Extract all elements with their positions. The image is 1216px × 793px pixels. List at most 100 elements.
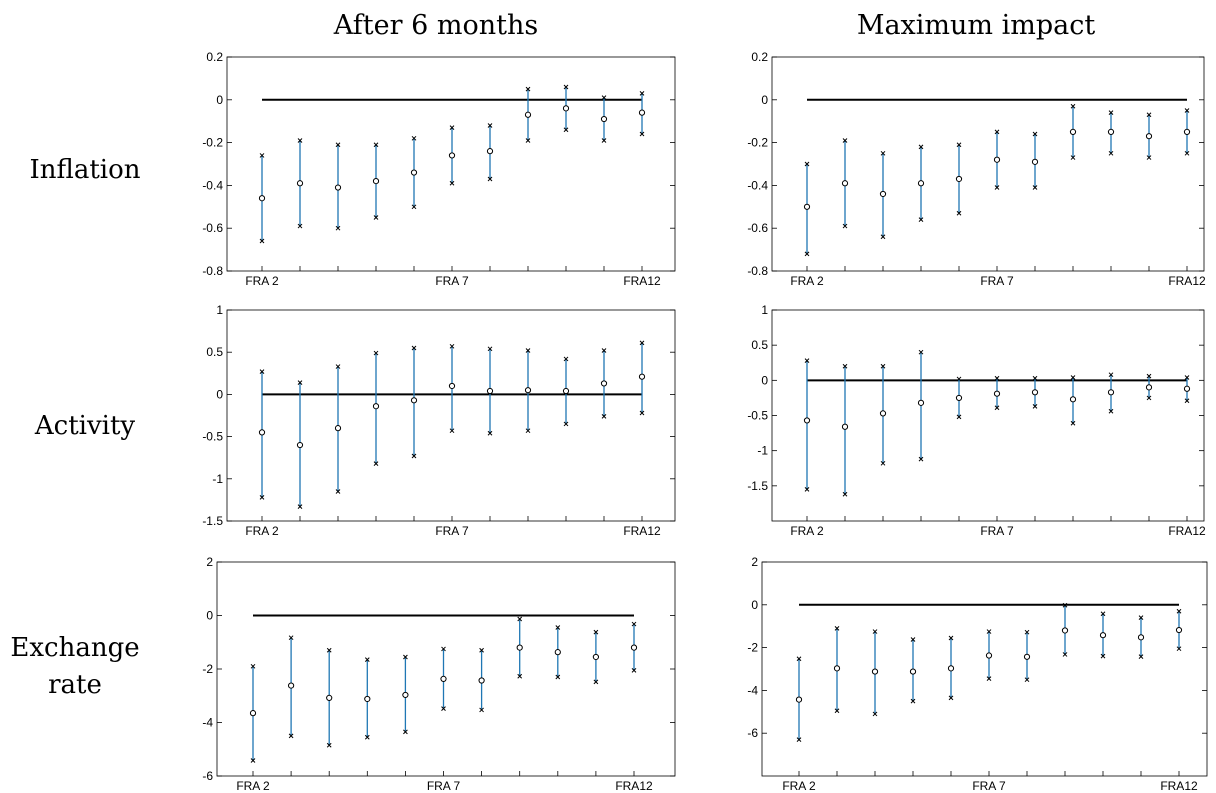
upper-bound-marker <box>639 340 645 346</box>
upper-bound-marker <box>910 637 916 642</box>
point-estimate <box>524 111 532 118</box>
panel-inflation-after-6-months: -0.8 -0.6 -0.4 -0.2 0 0.2 FRA 2 FRA 7 FRA12 <box>202 50 676 288</box>
panel-exchange-rate-after-6-months: -6 -4 -2 0 2 FRA 2 FRA 7 FRA12 <box>202 555 676 793</box>
lower-bound-marker <box>918 456 924 462</box>
upper-bound-marker <box>601 348 607 353</box>
y-tick-label: 0 <box>761 93 768 107</box>
upper-bound-marker <box>1032 375 1038 381</box>
lower-bound-marker <box>880 460 886 466</box>
upper-bound-marker <box>796 656 802 662</box>
y-tick-label: -2 <box>202 662 213 676</box>
x-tick-label: FRA 7 <box>435 524 469 538</box>
lower-bound-marker <box>1108 408 1114 414</box>
lower-bound-marker <box>948 695 954 701</box>
point-estimate <box>917 180 925 187</box>
upper-bound-marker <box>259 153 265 158</box>
point-estimate <box>592 653 600 661</box>
x-tick-label: FRA 7 <box>980 274 1014 288</box>
plot-frame <box>226 56 676 272</box>
lower-bound-marker <box>525 428 531 434</box>
upper-bound-marker <box>297 380 303 385</box>
lower-bound-marker <box>631 667 637 673</box>
point-estimate <box>638 373 646 380</box>
point-estimate <box>372 403 380 410</box>
point-estimate <box>841 423 849 430</box>
lower-bound-marker <box>796 737 802 742</box>
lower-bound-marker <box>411 204 417 210</box>
upper-bound-marker <box>1070 103 1076 109</box>
lower-bound-marker <box>517 673 523 679</box>
lower-bound-marker <box>563 127 569 133</box>
y-tick-label: 0 <box>761 373 768 387</box>
upper-bound-marker <box>326 647 332 653</box>
upper-bound-marker <box>364 657 370 662</box>
lower-bound-marker <box>1108 150 1114 156</box>
lower-bound-marker <box>639 131 645 137</box>
point-estimate <box>554 649 561 656</box>
panel-inflation-maximum-impact: -0.8 -0.6 -0.4 -0.2 0 0.2 FRA 2 FRA 7 FRA12 <box>747 50 1206 288</box>
lower-bound-marker <box>639 410 645 416</box>
y-tick-label: 0.2 <box>206 50 223 64</box>
point-estimate <box>1145 384 1153 391</box>
point-estimate <box>638 109 646 116</box>
point-estimate <box>1099 632 1107 639</box>
point-estimate <box>1107 128 1115 135</box>
point-estimate <box>1031 158 1039 165</box>
column-title-maximum-impact: Maximum impact <box>856 10 1096 41</box>
x-tick-label: FRA 7 <box>972 779 1006 793</box>
point-estimate <box>516 644 523 651</box>
upper-bound-marker <box>487 346 493 352</box>
y-tick-label: 0 <box>216 93 223 107</box>
upper-bound-marker <box>1176 608 1182 614</box>
upper-bound-marker <box>804 358 810 363</box>
point-estimate <box>448 382 456 390</box>
y-tick-label: 0 <box>206 609 213 623</box>
y-tick-label: -6 <box>202 769 213 783</box>
x-tick-label: FRA 2 <box>782 779 816 793</box>
lower-bound-marker <box>449 180 455 186</box>
x-tick-label: FRA12 <box>615 779 653 793</box>
lower-bound-marker <box>910 698 916 704</box>
lower-bound-marker <box>373 215 379 220</box>
point-estimate <box>985 652 993 659</box>
x-tick-label: FRA 2 <box>245 524 279 538</box>
lower-bound-marker <box>1062 652 1068 657</box>
lower-bound-marker <box>872 711 878 717</box>
upper-bound-marker <box>1146 373 1152 379</box>
column-title-after-6-months: After 6 months <box>333 10 539 41</box>
upper-bound-marker <box>1024 629 1030 635</box>
upper-bound-marker <box>1146 112 1152 118</box>
upper-bound-marker <box>335 364 341 369</box>
upper-bound-marker <box>1184 375 1190 380</box>
row-title-inflation: Inflation <box>29 155 141 185</box>
y-tick-label: 0.5 <box>751 338 768 352</box>
upper-bound-marker <box>842 363 848 369</box>
y-tick-label: -0.5 <box>202 430 223 444</box>
upper-bound-marker <box>872 629 878 634</box>
lower-bound-marker <box>994 185 1000 190</box>
lower-bound-marker <box>525 138 531 143</box>
upper-bound-marker <box>880 150 886 156</box>
upper-bound-marker <box>1138 615 1144 620</box>
lower-bound-marker <box>842 223 848 229</box>
lower-bound-marker <box>593 679 599 685</box>
upper-bound-marker <box>1108 372 1114 378</box>
lower-bound-marker <box>956 210 962 216</box>
lower-bound-marker <box>601 413 607 419</box>
lower-bound-marker <box>297 504 303 510</box>
lower-bound-marker <box>1176 646 1182 652</box>
lower-bound-marker <box>804 486 810 492</box>
lower-bound-marker <box>487 176 493 182</box>
upper-bound-marker <box>525 348 531 353</box>
point-estimate <box>803 417 811 424</box>
lower-bound-marker <box>1184 398 1190 404</box>
x-tick-label: FRA12 <box>1168 274 1206 288</box>
x-tick-label: FRA12 <box>1168 524 1206 538</box>
lower-bound-marker <box>449 428 455 434</box>
upper-bound-marker <box>880 363 886 369</box>
point-estimate <box>410 397 418 404</box>
point-estimate <box>879 410 887 417</box>
point-estimate <box>993 156 1001 163</box>
upper-bound-marker <box>373 350 379 356</box>
point-estimate <box>486 148 494 155</box>
